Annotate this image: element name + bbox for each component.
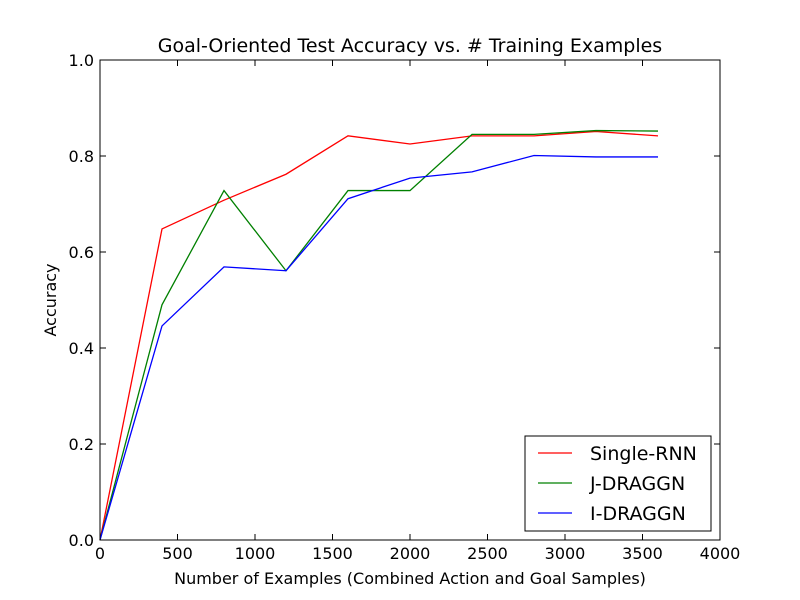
y-tick-label: 0.8: [69, 147, 94, 166]
x-axis-title: Number of Examples (Combined Action and …: [174, 569, 646, 588]
legend-label-j-draggn: J-DRAGGN: [589, 473, 685, 495]
x-tick-label: 1000: [235, 544, 276, 563]
y-tick-label: 0.6: [69, 243, 94, 262]
plot-area: [99, 129, 659, 541]
series-line-single-rnn: [99, 130, 659, 541]
legend: Single-RNN J-DRAGGN I-DRAGGN: [524, 435, 712, 532]
y-tick-label: 0.2: [69, 435, 94, 454]
x-tick-label: 1500: [312, 544, 353, 563]
x-tick-label: 4000: [700, 544, 741, 563]
series-line-j-draggn: [99, 129, 659, 541]
x-tick-label: 3000: [545, 544, 586, 563]
y-tick-label: 0.0: [69, 531, 94, 550]
y-axis: 0.0 0.2 0.4 0.6 0.8 1.0: [69, 51, 720, 550]
y-tick-label: 0.4: [69, 339, 94, 358]
x-tick-label: 2500: [467, 544, 508, 563]
legend-label-single-rnn: Single-RNN: [590, 443, 697, 465]
x-tick-label: 500: [162, 544, 193, 563]
chart-title: Goal-Oriented Test Accuracy vs. # Traini…: [158, 35, 662, 57]
x-tick-label: 3500: [622, 544, 663, 563]
x-tick-label: 2000: [390, 544, 431, 563]
y-tick-label: 1.0: [69, 51, 94, 70]
y-axis-title: Accuracy: [41, 263, 60, 336]
legend-label-i-draggn: I-DRAGGN: [590, 503, 686, 525]
x-axis: 0 500 1000 1500 2000 2500 3000 3500 4000: [95, 60, 740, 563]
x-tick-label: 0: [95, 544, 105, 563]
series-line-i-draggn: [99, 154, 658, 541]
